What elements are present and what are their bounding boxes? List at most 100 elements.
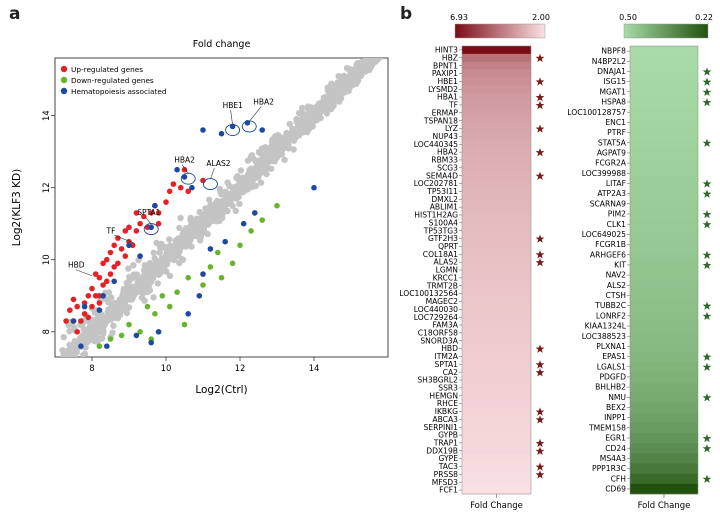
gene-point [131,284,139,291]
gene-label: KIAA1324L [585,322,627,331]
heatmap-cell [462,187,531,196]
significance-star [535,100,545,110]
point-up-regulated-genes [74,303,80,310]
heatmap-cell [630,188,698,200]
gene-label: STAT5A [598,138,627,147]
significance-star [702,209,712,219]
gene-point [72,341,80,349]
point-up-regulated-genes [70,296,77,303]
heatmap-cell [462,116,531,125]
gene-point [329,97,336,105]
heatmap-cell [462,226,531,235]
significance-star [702,250,712,259]
panel-label-b: b [400,4,413,24]
gene-label: TRMT2B [426,281,458,290]
gene-label: ABLIM1 [430,203,458,212]
gene-label: KRCC1 [433,273,458,282]
point-hematopoiesis-associated [200,271,206,277]
gene-label: AGPAT9 [597,149,626,158]
annotation-circle [143,223,159,236]
gene-point [225,195,232,202]
heatmap-cell [630,331,698,342]
heatmap-cell [462,85,531,94]
point-hematopoiesis-associated [104,343,110,350]
gene-point [80,351,87,357]
heatmap-cell [630,310,698,322]
gene-label: ENC1 [605,118,626,127]
gene-label: PRSS8 [434,470,458,479]
gene-label: C18ORF58 [418,328,458,337]
heatmap-cell [462,250,531,259]
point-hematopoiesis-associated [148,224,154,231]
significance-star [702,433,712,443]
point-hematopoiesis-associated [137,253,143,259]
heatmap-cell [630,198,698,210]
heatmap-cell [630,56,698,67]
point-up-regulated-genes [100,260,106,267]
gene-label: SH3BGRL2 [417,376,458,385]
gene-label: SCARNA9 [590,199,626,208]
gene-point [236,200,243,208]
heatmap-cell [462,179,531,188]
gene-point [138,278,145,286]
heatmap-cell [462,352,531,361]
point-up-regulated-genes [89,285,95,292]
point-up-regulated-genes [100,282,106,288]
gene-label: ISG15 [603,77,626,86]
gene-label: COL18A1 [423,250,458,259]
point-up-regulated-genes [141,213,147,220]
heatmap-cell [630,300,698,312]
gene-point [98,335,105,342]
point-up-regulated-genes [122,228,129,234]
gene-point [112,301,120,309]
gene-point [233,174,240,181]
gene-label: PDGFD [599,373,626,382]
point-up-regulated-genes [85,314,92,321]
point-down-regulated-genes [237,242,243,249]
x-tick-label: 8 [89,364,94,374]
point-up-regulated-genes [163,199,169,205]
gene-point [184,229,191,237]
gene-label: LITAF [606,179,626,188]
point-down-regulated-genes [229,260,236,267]
point-hematopoiesis-associated [174,166,180,173]
gene-label: LOC440030 [414,305,458,314]
heatmap-cell [462,211,531,220]
gene-point [290,146,297,153]
heatmap-cell [462,266,531,275]
point-hematopoiesis-associated [100,293,106,299]
gene-point [276,151,284,158]
heatmap-cell [630,361,698,373]
gene-label: PAXIP1 [432,69,458,78]
colorbar [454,23,546,39]
point-up-regulated-genes [96,300,103,306]
gene-label: LYZ [445,124,458,133]
gene-point [126,273,133,281]
heatmap-cell [462,399,531,408]
annotation-leader [230,110,233,126]
gene-label: MS4A3 [600,454,626,463]
heatmap-cell [462,156,531,165]
gene-point [141,297,148,304]
gene-point [250,175,257,183]
gene-label: HBA1 [437,93,458,102]
heatmap-cell [462,242,531,251]
heatmap-cell [630,412,698,424]
gene-point [306,118,314,125]
significance-star [702,179,712,188]
significance-star [535,446,545,455]
gene-label: CFH [611,474,626,483]
point-hematopoiesis-associated [222,238,228,245]
heatmap-cell [630,168,698,179]
point-up-regulated-genes [181,166,188,173]
gene-point [343,64,351,72]
significance-star [702,260,712,270]
heatmap-cell [462,258,531,267]
gene-label: LOC100128757 [567,108,626,117]
gene-label: ALS2 [607,281,626,290]
point-down-regulated-genes [159,293,166,299]
point-down-regulated-genes [185,274,191,281]
significance-star [535,53,545,63]
significance-star [535,415,545,424]
heatmap-cell [630,443,698,454]
